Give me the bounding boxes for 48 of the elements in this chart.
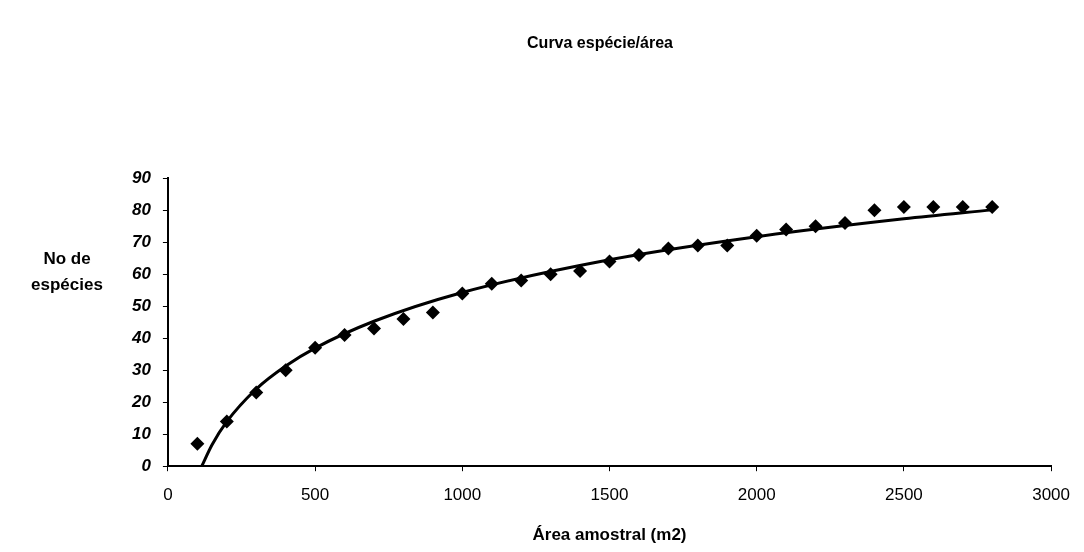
y-tick-label: 50 <box>131 295 152 315</box>
point <box>219 414 234 429</box>
point <box>514 273 529 288</box>
point <box>631 248 646 262</box>
point <box>720 238 735 253</box>
x-tick-label: 1500 <box>590 485 629 505</box>
point <box>308 340 323 355</box>
y-tick-label: 60 <box>131 263 152 283</box>
point <box>484 276 499 291</box>
point <box>249 385 264 400</box>
x-tick-label: 1000 <box>443 485 482 505</box>
point <box>985 200 1000 214</box>
point <box>278 363 293 378</box>
point <box>926 200 941 214</box>
x-tick-label: 3000 <box>1032 485 1070 505</box>
y-tick-label: 80 <box>131 199 152 219</box>
y-tick-label: 10 <box>131 423 152 443</box>
point <box>661 241 676 256</box>
chart-title: Curva espécie/área <box>527 34 674 52</box>
point <box>896 200 911 214</box>
point <box>543 267 558 282</box>
y-tick-label: 30 <box>131 359 152 379</box>
point <box>867 203 882 218</box>
y-tick-label: 40 <box>130 327 152 347</box>
point <box>808 219 823 234</box>
point <box>690 238 705 253</box>
point <box>366 321 381 336</box>
point <box>455 286 470 301</box>
x-tick-label: 2000 <box>737 485 776 505</box>
point <box>190 436 205 451</box>
point <box>749 228 764 243</box>
x-tick-label: 0 <box>163 485 173 505</box>
y-tick-label: 20 <box>130 391 152 411</box>
y-tick-label: 90 <box>131 167 152 187</box>
x-tick-label: 500 <box>300 485 330 505</box>
point <box>425 305 440 320</box>
y-tick-label: 0 <box>141 455 152 475</box>
y-axis-title: No de espécies <box>30 248 104 296</box>
point <box>838 216 853 230</box>
point <box>396 312 411 326</box>
point <box>337 328 352 342</box>
point <box>573 264 588 278</box>
point <box>602 254 617 269</box>
x-axis-title: Área amostral (m2) <box>532 525 687 545</box>
point <box>779 222 794 237</box>
x-tick-label: 2500 <box>884 485 923 505</box>
point <box>955 200 970 214</box>
y-tick-label: 70 <box>131 231 152 251</box>
